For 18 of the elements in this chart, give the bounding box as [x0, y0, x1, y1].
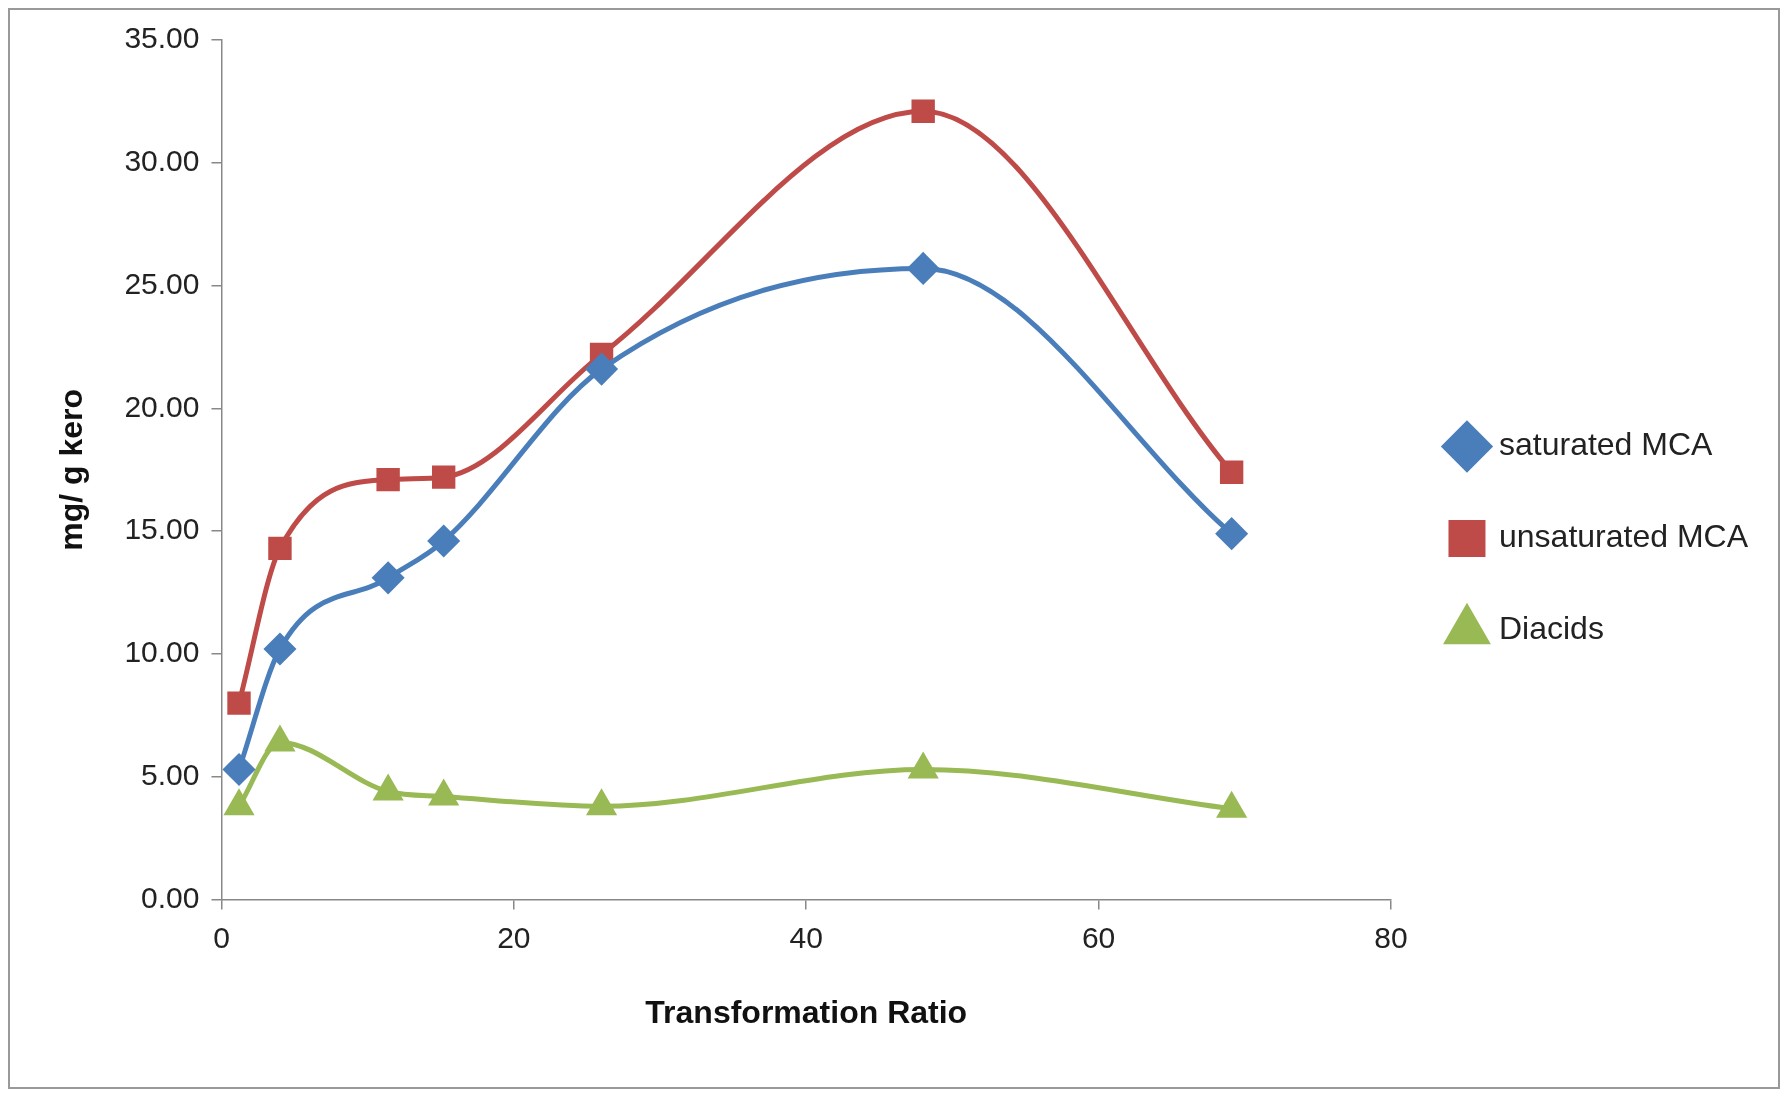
x-axis-title: Transformation Ratio — [645, 993, 968, 1030]
y-tick-label: 30.00 — [124, 144, 200, 178]
legend-label: Diacids — [1498, 610, 1604, 647]
y-tick-label: 20.00 — [124, 389, 200, 423]
y-axis-title: mg/ g kero — [53, 388, 90, 551]
y-tick-label: 5.00 — [141, 758, 200, 792]
y-tick-label: 35.00 — [124, 21, 200, 55]
y-tick-label: 25.00 — [124, 266, 200, 300]
x-tick-label: 40 — [789, 920, 823, 954]
y-tick-label: 0.00 — [141, 880, 200, 914]
legend-label: unsaturated MCA — [1498, 518, 1749, 555]
y-tick-label: 15.00 — [124, 512, 200, 546]
x-tick-label: 20 — [497, 920, 531, 954]
x-tick-label: 80 — [1374, 920, 1408, 954]
x-tick-label: 0 — [213, 920, 230, 954]
x-tick-label: 60 — [1081, 920, 1116, 954]
legend-label: saturated MCA — [1498, 426, 1714, 463]
y-tick-label: 10.00 — [124, 635, 200, 669]
